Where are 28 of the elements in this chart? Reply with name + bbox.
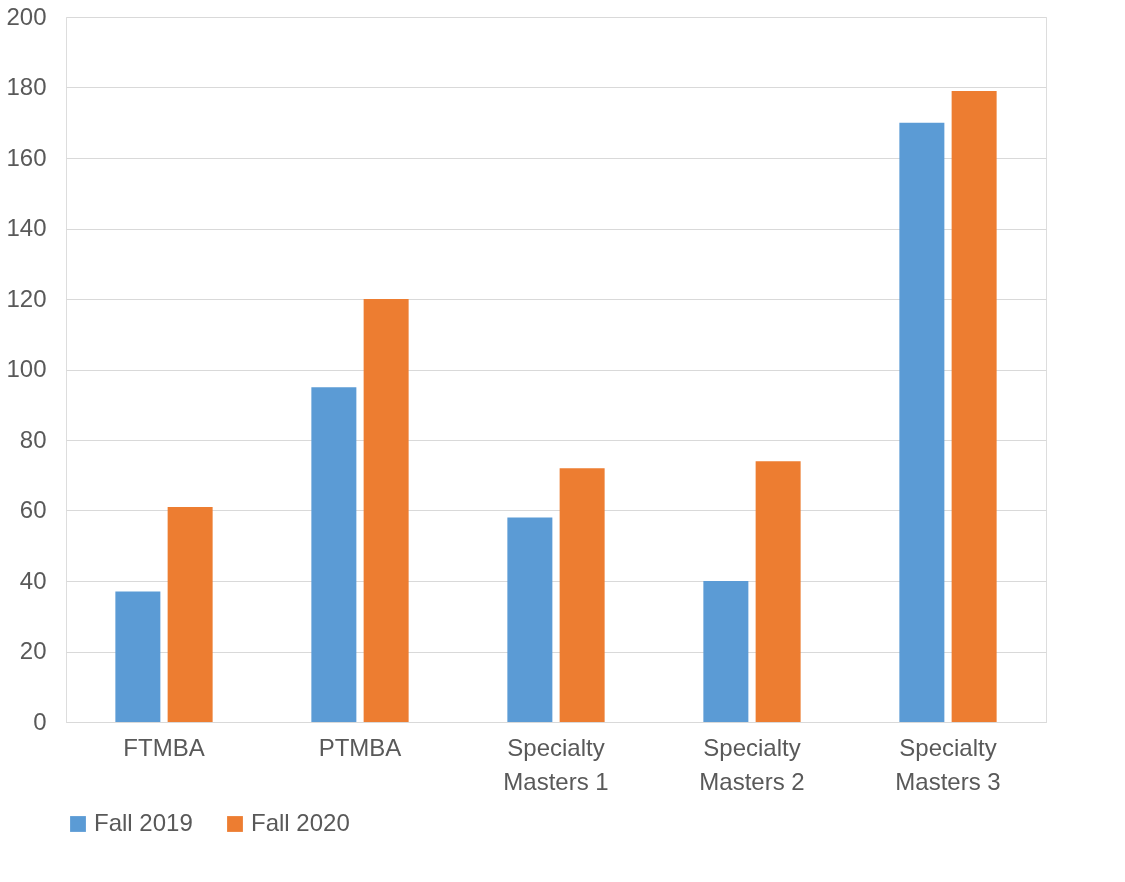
- y-tick-label: 180: [6, 73, 47, 100]
- bar: [115, 591, 161, 722]
- y-tick-label: 100: [6, 355, 47, 382]
- bar: [311, 387, 357, 722]
- legend-label: Fall 2020: [251, 809, 350, 836]
- bar: [951, 91, 997, 722]
- y-tick-label: 200: [6, 2, 47, 30]
- y-tick-label: 140: [6, 214, 47, 241]
- y-tick-label: 80: [19, 425, 47, 453]
- x-tick-label: Specialty Masters 3: [895, 733, 1001, 795]
- bar: [507, 517, 553, 722]
- x-tick-label: Specialty Masters 2: [699, 733, 805, 795]
- y-tick-label: 40: [19, 566, 47, 594]
- y-tick-label: 60: [19, 496, 47, 523]
- bar: [755, 461, 801, 722]
- y-tick-label: 0: [33, 707, 47, 735]
- x-tick-label: PTMBA: [318, 733, 402, 761]
- x-tick-label: FTMBA: [123, 733, 205, 761]
- bar: [363, 299, 409, 722]
- y-tick-label: 120: [6, 284, 47, 312]
- bar: [559, 468, 605, 722]
- bar: [167, 506, 213, 722]
- y-tick-label: 160: [6, 143, 47, 171]
- x-tick-label: Specialty Masters 1: [503, 733, 609, 795]
- bar: [703, 581, 749, 722]
- bar: [899, 122, 945, 722]
- y-tick-label: 20: [19, 637, 47, 664]
- legend-label: Fall 2019: [94, 809, 193, 836]
